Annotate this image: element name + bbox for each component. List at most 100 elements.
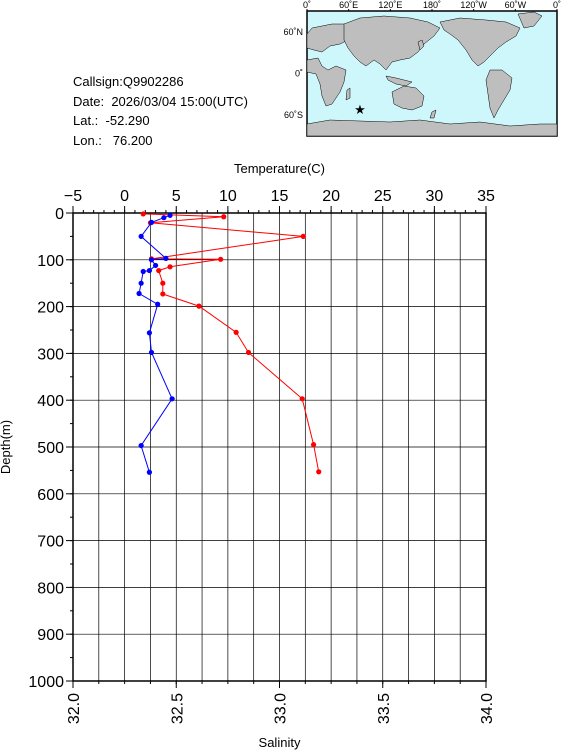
temperature-tick-label: 15 — [271, 188, 289, 205]
salinity-point — [140, 268, 146, 275]
south-america-landmass — [485, 69, 513, 119]
depth-tick-label: 100 — [37, 253, 64, 270]
salinity-point — [148, 349, 155, 356]
map-lon-label: 0˚ — [553, 0, 561, 10]
salinity-point — [146, 267, 153, 274]
depth-tick-label: 200 — [37, 300, 64, 317]
temperature-point — [196, 303, 202, 309]
temperature-tick-label: 35 — [477, 188, 495, 205]
callsign-row: Callsign:Q9902286 — [73, 72, 248, 92]
depth-tick-label: 0 — [55, 206, 64, 223]
salinity-point — [163, 255, 169, 261]
temperature-point — [140, 211, 146, 217]
madagascar-landmass — [345, 87, 351, 101]
date-row: Date: 2026/03/04 15:00(UTC) — [73, 92, 248, 112]
temperature-tick-label: 0 — [120, 188, 129, 205]
temperature-point — [316, 469, 322, 475]
map-lon-label: 0˚ — [303, 0, 311, 10]
temperature-point — [221, 214, 227, 220]
temperature-point — [160, 291, 166, 297]
temperature-point — [160, 280, 166, 286]
salinity-tick-label: 34.0 — [479, 693, 496, 724]
map-lon-label: 120˚W — [460, 0, 487, 10]
salinity-point — [146, 469, 153, 475]
australia-landmass — [391, 85, 425, 111]
lon-value: 76.200 — [112, 132, 153, 148]
salinity-tick-label: 33.0 — [273, 693, 290, 724]
depth-tick-label: 500 — [37, 440, 64, 457]
plot-frame — [72, 212, 487, 682]
map-latitude-labels: 60˚N 0˚ 60˚S — [283, 27, 303, 120]
japan-landmass — [417, 39, 425, 51]
chart-grid — [72, 212, 487, 682]
lat-row: Lat.: -52.290 — [73, 111, 248, 131]
salinity-tick-label: 33.5 — [376, 693, 393, 724]
salinity-point — [167, 212, 173, 218]
map-landmasses — [306, 11, 558, 137]
temperature-tick-label: −5 — [64, 188, 82, 205]
depth-tick-label: 700 — [37, 534, 64, 551]
salinity-axis: 32.0 32.5 33.0 33.5 34.0 — [66, 681, 496, 724]
salinity-tick-label: 32.0 — [66, 693, 83, 724]
date-value: 2026/03/04 15:00(UTC) — [111, 93, 248, 109]
salinity-point — [161, 215, 167, 221]
depth-axis: 0 100 200 300 400 500 600 700 800 900 1000 — [28, 206, 73, 691]
temperature-line — [143, 213, 320, 472]
depth-tick-label: 900 — [37, 627, 64, 644]
map-longitude-labels: 0˚ 60˚E 120˚E 180˚ 120˚W 60˚W 0˚ — [303, 0, 561, 11]
temperature-point — [233, 329, 239, 335]
north-america-landmass — [439, 17, 521, 67]
temperature-point — [148, 256, 155, 262]
station-marker-icon: ★ — [354, 102, 366, 117]
salinity-point — [169, 396, 175, 402]
depth-tick-label: 400 — [37, 393, 64, 410]
station-info: Callsign:Q9902286 Date: 2026/03/04 15:00… — [73, 72, 248, 150]
map-lon-label: 60˚E — [339, 0, 358, 10]
temperature-point — [245, 349, 252, 356]
salinity-point — [148, 257, 155, 263]
lat-label: Lat.: — [73, 113, 99, 128]
depth-axis-title: Depth(m) — [0, 420, 13, 474]
date-label: Date: — [73, 93, 105, 109]
salinity-point — [138, 233, 144, 239]
callsign-value: Q9902286 — [122, 74, 184, 89]
salinity-point — [146, 330, 153, 336]
depth-tick-label: 800 — [37, 580, 64, 597]
depth-tick-label: 1000 — [28, 674, 64, 691]
lat-value: -52.290 — [105, 113, 150, 128]
salinity-tick-label: 32.5 — [169, 693, 186, 724]
depth-tick-label: 600 — [37, 487, 64, 504]
salinity-point — [153, 262, 159, 269]
map-lat-label: 0˚ — [295, 69, 303, 79]
temperature-point — [299, 396, 305, 402]
temperature-point — [310, 442, 317, 448]
depth-tick-label: 300 — [37, 346, 64, 363]
africa-landmass — [306, 57, 347, 107]
temperature-point — [300, 233, 306, 239]
temperature-tick-label: 5 — [172, 188, 181, 205]
temperature-point — [167, 264, 173, 270]
lon-label: Lon.: — [73, 132, 102, 148]
temperature-axis: −5 0 5 10 15 20 25 30 35 — [64, 188, 495, 213]
series-layer — [136, 211, 322, 475]
callsign-label: Callsign: — [73, 74, 123, 89]
salinity-point — [155, 301, 161, 307]
map-lat-label: 60˚N — [283, 27, 303, 37]
world-map: 0˚ 60˚E 120˚E 180˚ 120˚W 60˚W 0˚ 60˚N 0˚ 60˚S ★ — [283, 0, 561, 137]
temperature-tick-label: 30 — [425, 188, 443, 205]
map-lon-label: 60˚W — [505, 0, 527, 10]
map-lon-label: 120˚E — [378, 0, 402, 10]
temperature-tick-label: 10 — [219, 188, 237, 205]
temperature-tick-label: 20 — [322, 188, 340, 205]
salinity-line — [138, 214, 173, 473]
indonesia-landmass — [385, 75, 413, 87]
antarctica-landmass — [306, 119, 558, 137]
lon-row: Lon.: 76.200 — [73, 131, 248, 151]
greenland-landmass — [517, 11, 543, 29]
salinity-point — [138, 280, 144, 286]
salinity-point — [148, 219, 155, 225]
asia-landmass — [343, 15, 441, 71]
map-lat-label: 60˚S — [284, 110, 303, 120]
temperature-point — [147, 220, 154, 226]
temperature-point — [218, 256, 224, 262]
